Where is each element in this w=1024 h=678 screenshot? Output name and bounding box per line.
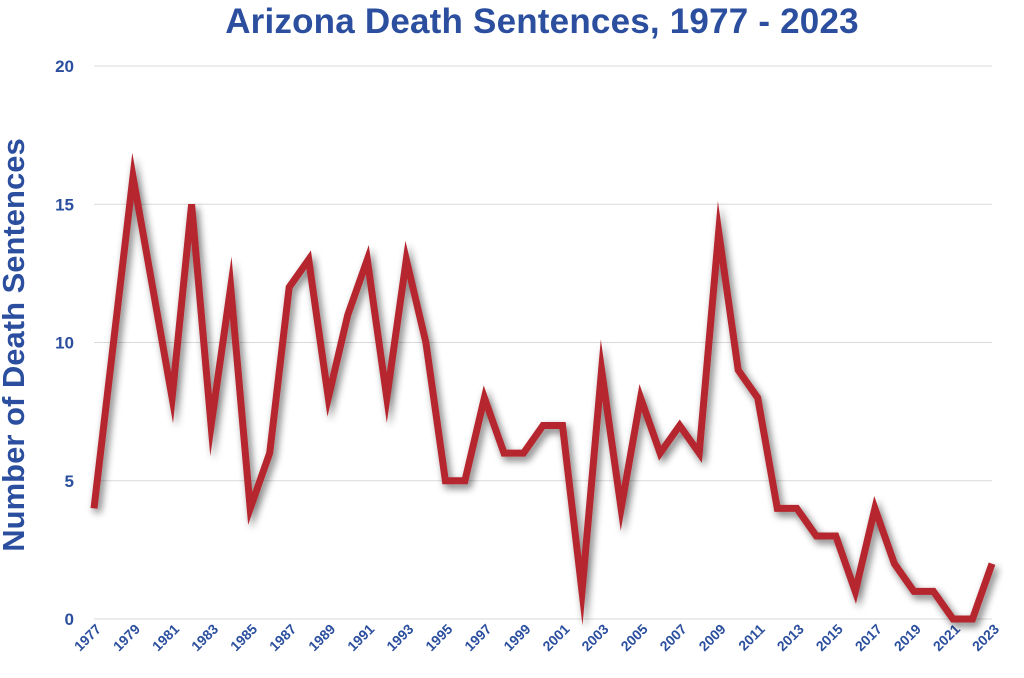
- y-tick-label: 20: [55, 57, 74, 76]
- data-point-2008: [696, 450, 703, 457]
- data-point-1992: [383, 394, 390, 401]
- x-tick-label: 2015: [813, 621, 846, 654]
- x-tick-label: 2007: [656, 621, 689, 654]
- data-point-1995: [442, 477, 449, 484]
- data-point-2020: [930, 588, 937, 595]
- data-point-2023: [989, 560, 996, 567]
- x-tick-label: 2003: [578, 621, 611, 654]
- data-point-2018: [891, 560, 898, 567]
- data-point-2012: [774, 505, 781, 512]
- data-point-2013: [793, 505, 800, 512]
- data-point-1994: [422, 339, 429, 346]
- data-point-1979: [130, 173, 137, 180]
- y-tick-labels: 0 5 10 15 20: [55, 57, 74, 629]
- x-tick-label: 2005: [617, 621, 650, 654]
- x-tick-label: 1983: [188, 621, 221, 654]
- data-point-1981: [169, 394, 176, 401]
- data-point-2002: [579, 588, 586, 595]
- data-point-2005: [637, 394, 644, 401]
- data-point-2003: [598, 367, 605, 374]
- x-tick-label: 2009: [695, 621, 728, 654]
- data-point-2011: [754, 394, 761, 401]
- x-tick-label: 2001: [539, 621, 572, 654]
- x-tick-label: 1985: [227, 621, 260, 654]
- x-tick-label: 1995: [422, 621, 455, 654]
- data-point-1987: [286, 284, 293, 291]
- x-tick-label: 1991: [344, 621, 377, 654]
- data-point-1978: [110, 339, 117, 346]
- data-point-2021: [949, 616, 956, 623]
- y-tick-label: 10: [55, 334, 74, 353]
- data-point-2019: [910, 588, 917, 595]
- data-point-1998: [500, 450, 507, 457]
- series-line-0: [90, 152, 996, 626]
- series-group: [90, 152, 996, 626]
- gridlines: [94, 65, 992, 620]
- data-point-1982: [188, 201, 195, 208]
- x-tick-label: 2013: [774, 621, 807, 654]
- x-tick-label: 1981: [149, 621, 182, 654]
- data-point-1997: [481, 394, 488, 401]
- data-point-1993: [403, 256, 410, 263]
- x-tick-label: 1979: [110, 621, 143, 654]
- data-point-1980: [149, 284, 156, 291]
- y-tick-label: 5: [65, 472, 74, 491]
- x-tick-label: 2011: [735, 621, 768, 654]
- data-point-1996: [461, 477, 468, 484]
- data-point-2007: [676, 422, 683, 429]
- data-point-2004: [618, 505, 625, 512]
- chart-title: Arizona Death Sentences, 1977 - 2023: [225, 2, 859, 41]
- x-tick-label: 2023: [969, 621, 1002, 654]
- data-point-2015: [832, 533, 839, 540]
- data-point-2001: [559, 422, 566, 429]
- data-point-1990: [344, 311, 351, 318]
- data-point-1999: [520, 450, 527, 457]
- data-point-2009: [715, 228, 722, 235]
- data-point-1984: [227, 284, 234, 291]
- data-point-1985: [247, 505, 254, 512]
- x-tick-label: 2019: [891, 621, 924, 654]
- data-point-1989: [325, 394, 332, 401]
- data-point-2010: [735, 367, 742, 374]
- x-tick-label: 1993: [383, 621, 416, 654]
- data-point-2016: [852, 588, 859, 595]
- x-tick-label: 1989: [305, 621, 338, 654]
- data-point-1986: [266, 450, 273, 457]
- x-tick-label: 2021: [930, 621, 963, 654]
- x-tick-labels: 1977 1979 1981 1983 1985 1987 1989 1991 1993 1995…: [71, 621, 1002, 654]
- data-point-2000: [540, 422, 547, 429]
- x-tick-label: 1987: [266, 621, 299, 654]
- data-point-2014: [813, 533, 820, 540]
- x-tick-label: 1997: [461, 621, 494, 654]
- data-point-1983: [208, 422, 215, 429]
- data-point-1991: [364, 256, 371, 263]
- x-tick-label: 1999: [500, 621, 533, 654]
- data-point-1988: [305, 256, 312, 263]
- data-point-2017: [871, 505, 878, 512]
- x-tick-label: 1977: [71, 621, 104, 654]
- data-point-1977: [91, 505, 98, 512]
- data-point-2006: [657, 450, 664, 457]
- data-point-2022: [969, 616, 976, 623]
- y-tick-label: 15: [55, 195, 74, 214]
- y-tick-label: 0: [65, 610, 74, 629]
- x-tick-label: 2017: [852, 621, 885, 654]
